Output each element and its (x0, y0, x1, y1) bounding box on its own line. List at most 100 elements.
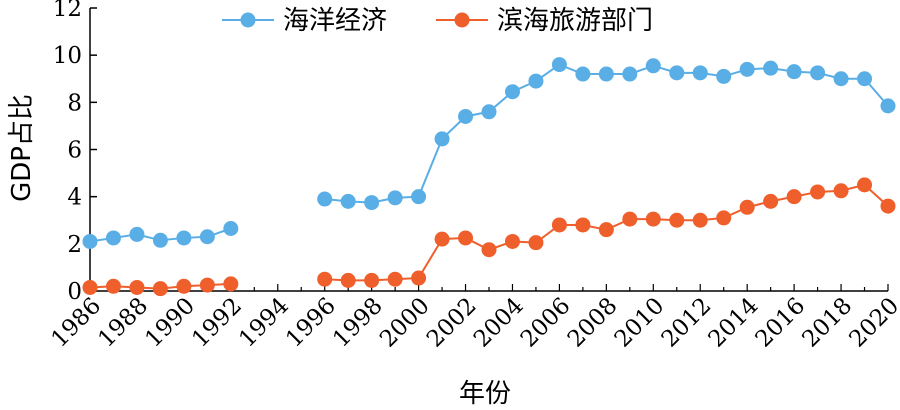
x-tick-label: 1992 (187, 293, 247, 353)
data-point (575, 217, 591, 233)
data-point (598, 66, 614, 82)
y-tick-label: 8 (67, 90, 82, 116)
data-point (176, 278, 192, 294)
data-point (481, 104, 497, 120)
data-point (551, 57, 567, 73)
data-point (810, 184, 826, 200)
x-axis-title: 年份 (459, 379, 511, 409)
series-line (324, 63, 889, 204)
data-point (411, 270, 427, 286)
data-point (763, 60, 779, 76)
data-point (833, 71, 849, 87)
data-point (763, 193, 779, 209)
legend: 海洋经济 滨海旅游部门 (222, 6, 653, 36)
y-tick-label: 6 (67, 138, 82, 164)
data-point (857, 177, 873, 193)
x-tick-label: 2002 (422, 293, 482, 353)
y-axis-title: GDP占比 (7, 94, 37, 202)
data-point (692, 212, 708, 228)
data-point (223, 276, 239, 292)
data-point (857, 71, 873, 87)
y-tick-label: 10 (53, 43, 82, 69)
x-tick-label: 2010 (610, 293, 670, 353)
data-point (458, 108, 474, 124)
y-tick-label: 0 (67, 279, 82, 305)
data-point (669, 65, 685, 81)
data-point (129, 226, 145, 242)
data-point (692, 65, 708, 81)
data-point (340, 272, 356, 288)
data-point (387, 271, 403, 287)
data-point (82, 233, 98, 249)
data-point (152, 232, 168, 248)
data-point (458, 230, 474, 246)
x-tick-label: 1998 (328, 293, 388, 353)
series-layer (82, 57, 896, 297)
data-point (880, 98, 896, 114)
x-tick-label: 1996 (281, 293, 341, 353)
x-tick-label: 2000 (375, 293, 435, 353)
data-point (504, 233, 520, 249)
y-tick-label: 2 (67, 232, 82, 258)
data-point (129, 279, 145, 295)
x-tick-label: 2018 (798, 293, 858, 353)
y-tick-label: 4 (67, 185, 82, 211)
data-point (528, 73, 544, 89)
data-point (481, 242, 497, 258)
data-point (551, 217, 567, 233)
legend-marker (454, 12, 470, 28)
x-tick-label: 1988 (93, 293, 153, 353)
data-point (716, 210, 732, 226)
legend-marker (240, 12, 256, 28)
data-point (528, 235, 544, 251)
data-point (645, 211, 661, 227)
x-tick-label: 2008 (563, 293, 623, 353)
data-point (152, 281, 168, 297)
x-tick-label: 2016 (751, 293, 811, 353)
axes: 0246810121986198819901992199419961998200… (46, 0, 900, 353)
x-tick-label: 2004 (469, 293, 529, 353)
data-point (223, 221, 239, 237)
data-point (669, 212, 685, 228)
data-point (199, 229, 215, 245)
data-point (176, 230, 192, 246)
data-point (82, 279, 98, 295)
data-point (810, 65, 826, 81)
x-tick-label: 1990 (140, 293, 200, 353)
data-point (434, 131, 450, 147)
data-point (411, 189, 427, 205)
legend-label: 海洋经济 (283, 6, 387, 36)
series-ocean-economy (82, 57, 896, 249)
data-point (364, 195, 380, 211)
data-point (622, 66, 638, 82)
x-tick-label: 2020 (844, 293, 900, 353)
data-point (434, 231, 450, 247)
data-point (716, 68, 732, 84)
series-coastal-tourism (82, 177, 896, 297)
data-point (645, 58, 661, 74)
x-tick-label: 2014 (704, 293, 764, 353)
data-point (598, 222, 614, 238)
data-point (199, 277, 215, 293)
x-tick-label: 1994 (234, 293, 294, 353)
x-tick-label: 2012 (657, 293, 717, 353)
data-point (105, 278, 121, 294)
data-point (317, 191, 333, 207)
data-point (622, 211, 638, 227)
data-point (364, 272, 380, 288)
data-point (575, 66, 591, 82)
data-point (387, 190, 403, 206)
legend-label: 滨海旅游部门 (497, 6, 653, 36)
x-tick-label: 2006 (516, 293, 576, 353)
data-point (786, 64, 802, 80)
data-point (340, 193, 356, 209)
data-point (105, 230, 121, 246)
data-point (833, 183, 849, 199)
data-point (739, 199, 755, 215)
data-point (504, 84, 520, 100)
y-tick-label: 12 (53, 0, 82, 22)
data-point (880, 198, 896, 214)
data-point (786, 189, 802, 205)
data-point (317, 271, 333, 287)
